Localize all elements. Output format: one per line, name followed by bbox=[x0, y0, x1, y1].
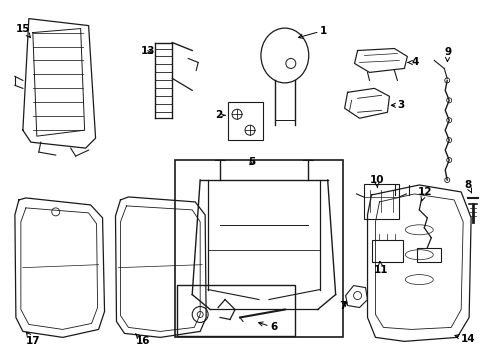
Text: 14: 14 bbox=[455, 334, 476, 345]
Bar bbox=[228, 102, 263, 140]
Text: 10: 10 bbox=[369, 175, 384, 188]
Text: 2: 2 bbox=[215, 110, 225, 120]
Text: 3: 3 bbox=[392, 100, 405, 110]
Text: 15: 15 bbox=[16, 24, 30, 37]
Bar bbox=[371, 240, 403, 262]
Text: 12: 12 bbox=[417, 187, 432, 201]
Text: 9: 9 bbox=[444, 48, 451, 62]
Bar bbox=[177, 285, 295, 336]
Text: 4: 4 bbox=[408, 58, 419, 67]
Text: 1: 1 bbox=[298, 26, 327, 39]
Bar bbox=[364, 184, 399, 219]
Text: 8: 8 bbox=[464, 180, 472, 193]
Text: 13: 13 bbox=[141, 45, 155, 55]
Text: 7: 7 bbox=[340, 301, 347, 311]
Bar bbox=[417, 248, 441, 262]
Text: 16: 16 bbox=[135, 334, 150, 346]
Text: 6: 6 bbox=[259, 322, 277, 332]
Text: 11: 11 bbox=[373, 261, 388, 275]
Bar bbox=[175, 160, 343, 337]
Text: 17: 17 bbox=[26, 332, 41, 346]
Text: 5: 5 bbox=[248, 157, 255, 167]
